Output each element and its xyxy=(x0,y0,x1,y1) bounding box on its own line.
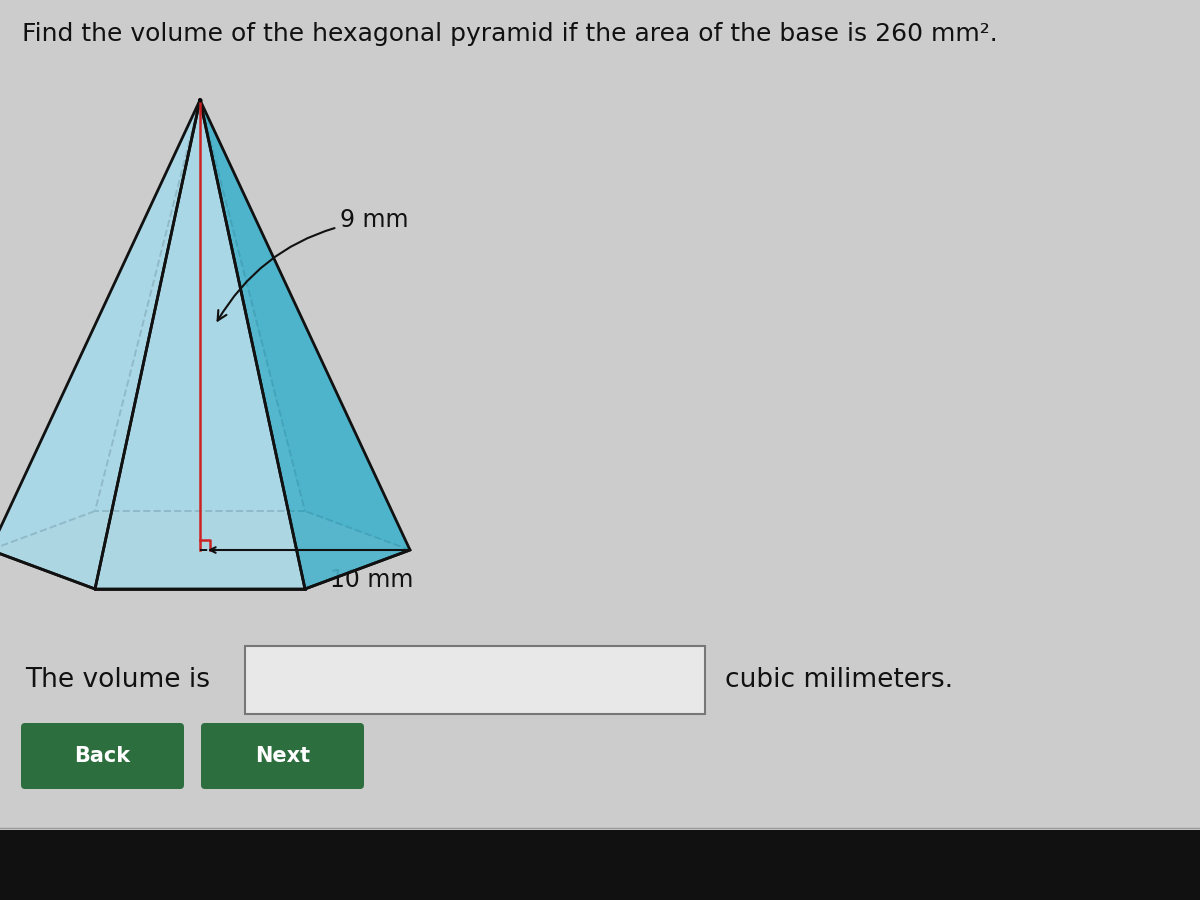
Text: The volume is: The volume is xyxy=(25,667,210,693)
FancyBboxPatch shape xyxy=(245,646,706,714)
Text: cubic milimeters.: cubic milimeters. xyxy=(725,667,953,693)
Bar xyxy=(0,830,1200,900)
Text: 9 mm: 9 mm xyxy=(217,208,408,320)
FancyBboxPatch shape xyxy=(200,723,364,789)
Text: 10 mm: 10 mm xyxy=(330,568,413,592)
Polygon shape xyxy=(200,100,410,550)
Polygon shape xyxy=(95,100,305,511)
Polygon shape xyxy=(0,100,200,589)
FancyBboxPatch shape xyxy=(22,723,184,789)
Text: Find the volume of the hexagonal pyramid if the area of the base is 260 mm².: Find the volume of the hexagonal pyramid… xyxy=(22,22,997,46)
Text: Back: Back xyxy=(74,746,131,766)
Polygon shape xyxy=(95,100,305,589)
Text: Next: Next xyxy=(254,746,310,766)
Polygon shape xyxy=(0,100,200,550)
Polygon shape xyxy=(200,100,410,589)
